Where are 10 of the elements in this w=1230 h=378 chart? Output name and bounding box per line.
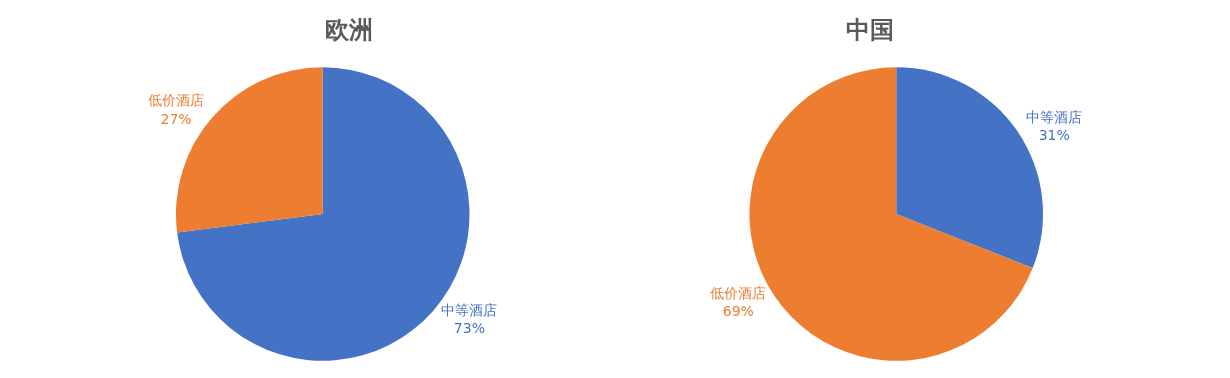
- data-label: 31%: [1038, 127, 1070, 144]
- slice-label: 低价酒店: [148, 92, 205, 109]
- slice-label: 中等酒店: [1026, 109, 1083, 126]
- data-label: 27%: [160, 110, 192, 127]
- chart-title: 欧洲: [325, 16, 373, 44]
- slice-label: 低价酒店: [710, 284, 767, 301]
- slice-label: 中等酒店: [441, 301, 498, 318]
- chart-title: 中国: [846, 16, 894, 44]
- data-label: 69%: [722, 303, 754, 320]
- data-label: 73%: [453, 319, 485, 336]
